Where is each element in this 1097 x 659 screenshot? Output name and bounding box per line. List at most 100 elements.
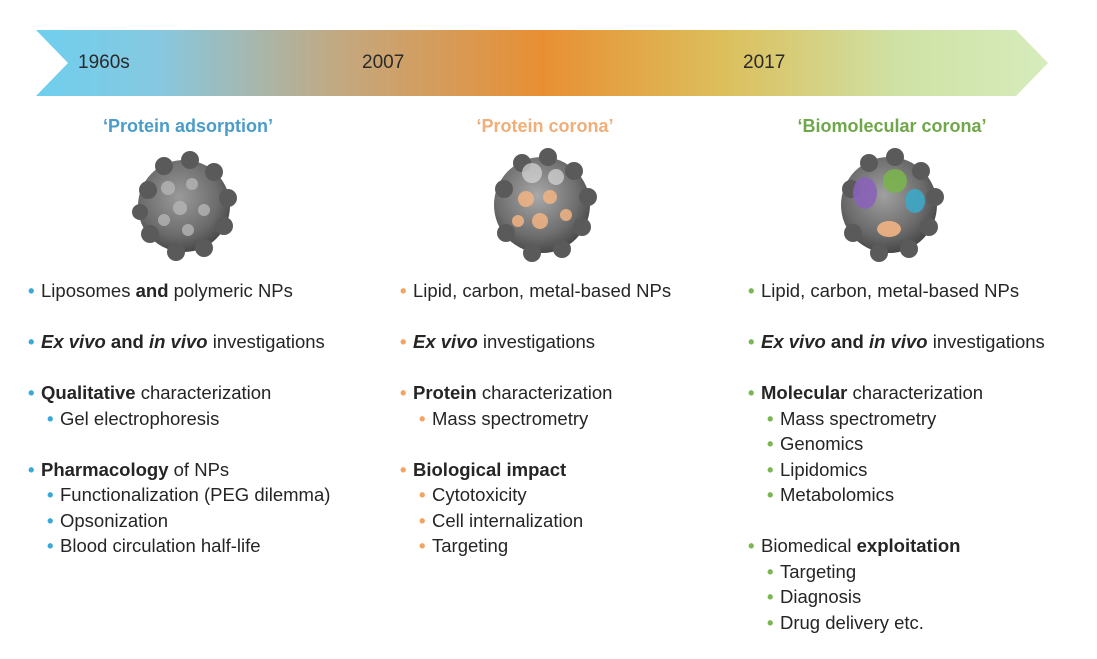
list-item-text: investigations xyxy=(477,331,596,352)
sub-list-item: • Metabolomics xyxy=(767,484,894,506)
column-title-protein-corona: ‘Protein corona’ xyxy=(476,116,614,136)
sub-list-item-text: Targeting xyxy=(432,535,509,556)
list-item: • Liposomes and polymeric NPs xyxy=(28,280,293,302)
bullet-icon: • xyxy=(767,458,774,480)
sub-list-item-text: Genomics xyxy=(780,433,864,454)
list-item-text: in vivo xyxy=(148,331,208,352)
sub-list-item-text: Functionalization (PEG dilemma) xyxy=(60,484,331,505)
bullet-icon: • xyxy=(748,331,755,352)
list-item-text: Molecular xyxy=(761,382,848,403)
sub-list-item-text: Gel electrophoresis xyxy=(60,407,220,429)
sub-list-item-text: Targeting xyxy=(780,560,857,582)
sub-list-item-text: Blood circulation half-life xyxy=(60,535,261,556)
list-item-text: Pharmacology xyxy=(41,458,169,480)
list-item-text: Ex vivo xyxy=(413,331,478,352)
list-item: • Lipid, carbon, metal-based NPs xyxy=(748,280,1019,302)
sub-list-item: • Targeting xyxy=(767,561,856,583)
bullet-icon: • xyxy=(767,484,774,505)
list-item-text: Qualitative xyxy=(41,382,136,403)
bullet-icon: • xyxy=(400,331,407,352)
list-item-text: investigations xyxy=(207,331,325,352)
bullet-icon: • xyxy=(28,458,35,480)
list-item: • Ex vivo and in vivo investigations xyxy=(28,331,325,353)
sub-list-item-text: Diagnosis xyxy=(780,586,862,607)
list-item: • Qualitative characterization xyxy=(28,382,271,404)
sub-list-item: • Functionalization (PEG dilemma) xyxy=(47,484,330,506)
bullet-icon: • xyxy=(47,535,54,556)
sub-list-item-text: Cell internalization xyxy=(432,509,584,531)
list-item-text: in vivo xyxy=(868,331,928,352)
list-item: • Protein characterization xyxy=(400,382,612,404)
list-item-text: exploitation xyxy=(856,535,961,556)
bullet-icon: • xyxy=(47,484,54,505)
list-item: • Lipid, carbon, metal-based NPs xyxy=(400,280,671,302)
bullet-icon: • xyxy=(767,560,774,582)
bullet-icon: • xyxy=(767,407,774,429)
nanoparticle-multicolor-corona-icon xyxy=(841,148,944,262)
sub-list-item: • Mass spectrometry xyxy=(419,408,588,430)
bullet-icon: • xyxy=(47,407,54,429)
bullet-icon: • xyxy=(419,535,426,556)
sub-list-item-text: Lipidomics xyxy=(780,458,868,480)
bullet-icon: • xyxy=(767,586,774,607)
list-item-text: of NPs xyxy=(168,458,230,480)
list-item: • Molecular characterization xyxy=(748,382,983,404)
column-title-protein-adsorption: ‘Protein adsorption’ xyxy=(102,116,273,136)
sub-list-item: • Lipidomics xyxy=(767,459,867,481)
bullet-icon: • xyxy=(767,433,774,454)
bullet-icon: • xyxy=(419,407,426,429)
bullet-icon: • xyxy=(748,280,755,301)
list-item-text: Lipid, carbon, metal-based NPs xyxy=(413,280,672,301)
list-item-text: characterization xyxy=(135,382,272,403)
list-item-text: and xyxy=(825,331,869,352)
sub-list-item: • Targeting xyxy=(419,535,508,557)
sub-list-item: • Opsonization xyxy=(47,510,168,532)
list-item: • Ex vivo investigations xyxy=(400,331,595,353)
column-title-biomolecular-corona: ‘Biomolecular corona’ xyxy=(797,116,987,136)
list-item: • Ex vivo and in vivo investigations xyxy=(748,331,1045,353)
list-item-text: Ex vivo xyxy=(41,331,106,352)
list-item-text: Liposomes xyxy=(41,280,136,301)
sub-list-item-text: Mass spectrometry xyxy=(432,407,589,429)
bullet-icon: • xyxy=(28,382,35,403)
sub-list-item: • Diagnosis xyxy=(767,586,861,608)
nanoparticle-orange-corona-icon xyxy=(494,148,597,262)
bullet-icon: • xyxy=(419,509,426,531)
bullet-icon: • xyxy=(400,458,407,480)
list-item-text: characterization xyxy=(476,382,613,403)
timeline-arrow: 1960s 2007 2017 xyxy=(36,30,1048,96)
timeline-arrow-shape xyxy=(36,30,1048,96)
list-item: • Biomedical exploitation xyxy=(748,535,960,557)
sub-list-item: • Gel electrophoresis xyxy=(47,408,219,430)
sub-list-item: • Cytotoxicity xyxy=(419,484,527,506)
sub-list-item: • Cell internalization xyxy=(419,510,583,532)
sub-list-item-text: Mass spectrometry xyxy=(780,407,937,429)
list-item-text: Lipid, carbon, metal-based NPs xyxy=(761,280,1020,301)
list-item: • Pharmacology of NPs xyxy=(28,459,229,481)
list-item-text: characterization xyxy=(847,382,984,403)
sub-list-item-text: Drug delivery etc. xyxy=(780,611,924,633)
sub-list-item: • Genomics xyxy=(767,433,863,455)
sub-list-item-text: Opsonization xyxy=(60,509,168,531)
list-item-text: and xyxy=(135,280,169,301)
list-item: • Biological impact xyxy=(400,459,566,481)
sub-list-item: • Mass spectrometry xyxy=(767,408,936,430)
sub-list-item: • Blood circulation half-life xyxy=(47,535,261,557)
list-item-text: and xyxy=(105,331,149,352)
list-item-text: Biological impact xyxy=(413,458,567,480)
list-item-text: Biomedical xyxy=(761,535,857,556)
sub-list-item-text: Metabolomics xyxy=(780,484,895,505)
list-item-text: Protein xyxy=(413,382,477,403)
list-item-text: investigations xyxy=(927,331,1045,352)
list-item-text: polymeric NPs xyxy=(168,280,293,301)
year-label-1960s: 1960s xyxy=(78,52,130,73)
bullet-icon: • xyxy=(748,535,755,556)
bullet-icon: • xyxy=(748,382,755,403)
list-item-text: Ex vivo xyxy=(761,331,826,352)
nanoparticle-gray-icon xyxy=(132,151,237,261)
bullet-icon: • xyxy=(419,484,426,505)
bullet-icon: • xyxy=(28,280,35,301)
bullet-icon: • xyxy=(28,331,35,352)
year-label-2017: 2017 xyxy=(743,52,786,73)
sub-list-item-text: Cytotoxicity xyxy=(432,484,527,505)
